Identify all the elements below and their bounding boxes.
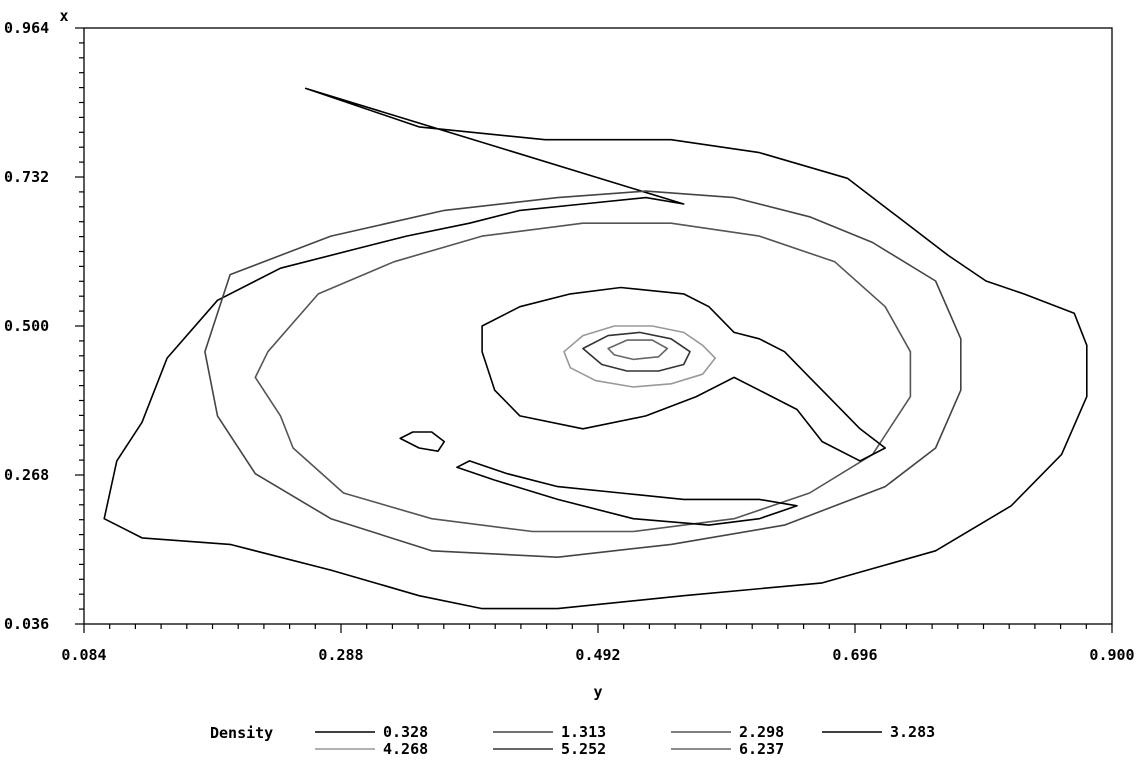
contour-line-3.283-5 xyxy=(399,431,446,452)
legend-label-4.268: 4.268 xyxy=(383,740,428,758)
plot-frame xyxy=(83,27,1113,625)
contour-line-3.283-3 xyxy=(481,286,886,462)
legend-label-3.283: 3.283 xyxy=(890,723,935,741)
legend-label-1.313: 1.313 xyxy=(561,723,606,741)
legend-label-5.252: 5.252 xyxy=(561,740,606,758)
x-axis-ticks: 0.084 0.288 0.492 0.696 0.900 xyxy=(61,624,1135,664)
legend-label-2.298: 2.298 xyxy=(739,723,784,741)
contour-line-5.252-7 xyxy=(582,331,691,372)
legend-label-0.328: 0.328 xyxy=(383,723,428,741)
y-axis-ticks: 0.036 0.268 0.500 0.732 0.964 xyxy=(4,19,84,633)
x-tick-label: 0.492 xyxy=(575,646,620,664)
legend: 0.328 1.313 2.298 3.283 4.268 5.252 6.237 xyxy=(315,723,935,758)
legend-title: Density xyxy=(210,724,273,742)
contour-lines xyxy=(103,87,1088,610)
y-tick-label: 0.268 xyxy=(4,466,49,484)
legend-label-6.237: 6.237 xyxy=(739,740,784,758)
contour-line-1.313-1 xyxy=(204,190,962,558)
contour-line-3.283-4 xyxy=(456,460,798,526)
y-tick-label: 0.732 xyxy=(4,168,49,186)
x-tick-label: 0.900 xyxy=(1089,646,1134,664)
y-tick-label: 0.036 xyxy=(4,615,49,633)
contour-line-6.237-8 xyxy=(607,339,669,361)
x-tick-label: 0.288 xyxy=(318,646,363,664)
y-tick-label: 0.964 xyxy=(4,19,49,37)
x-tick-label: 0.084 xyxy=(61,646,106,664)
x-tick-label: 0.696 xyxy=(832,646,877,664)
y-tick-label: 0.500 xyxy=(4,317,49,335)
x-axis-title: y xyxy=(593,683,602,701)
contour-line-0.328-0 xyxy=(103,87,1088,610)
contour-line-4.268-6 xyxy=(563,325,716,388)
y-axis-title: x xyxy=(59,7,68,25)
contour-line-2.298-2 xyxy=(254,222,912,533)
